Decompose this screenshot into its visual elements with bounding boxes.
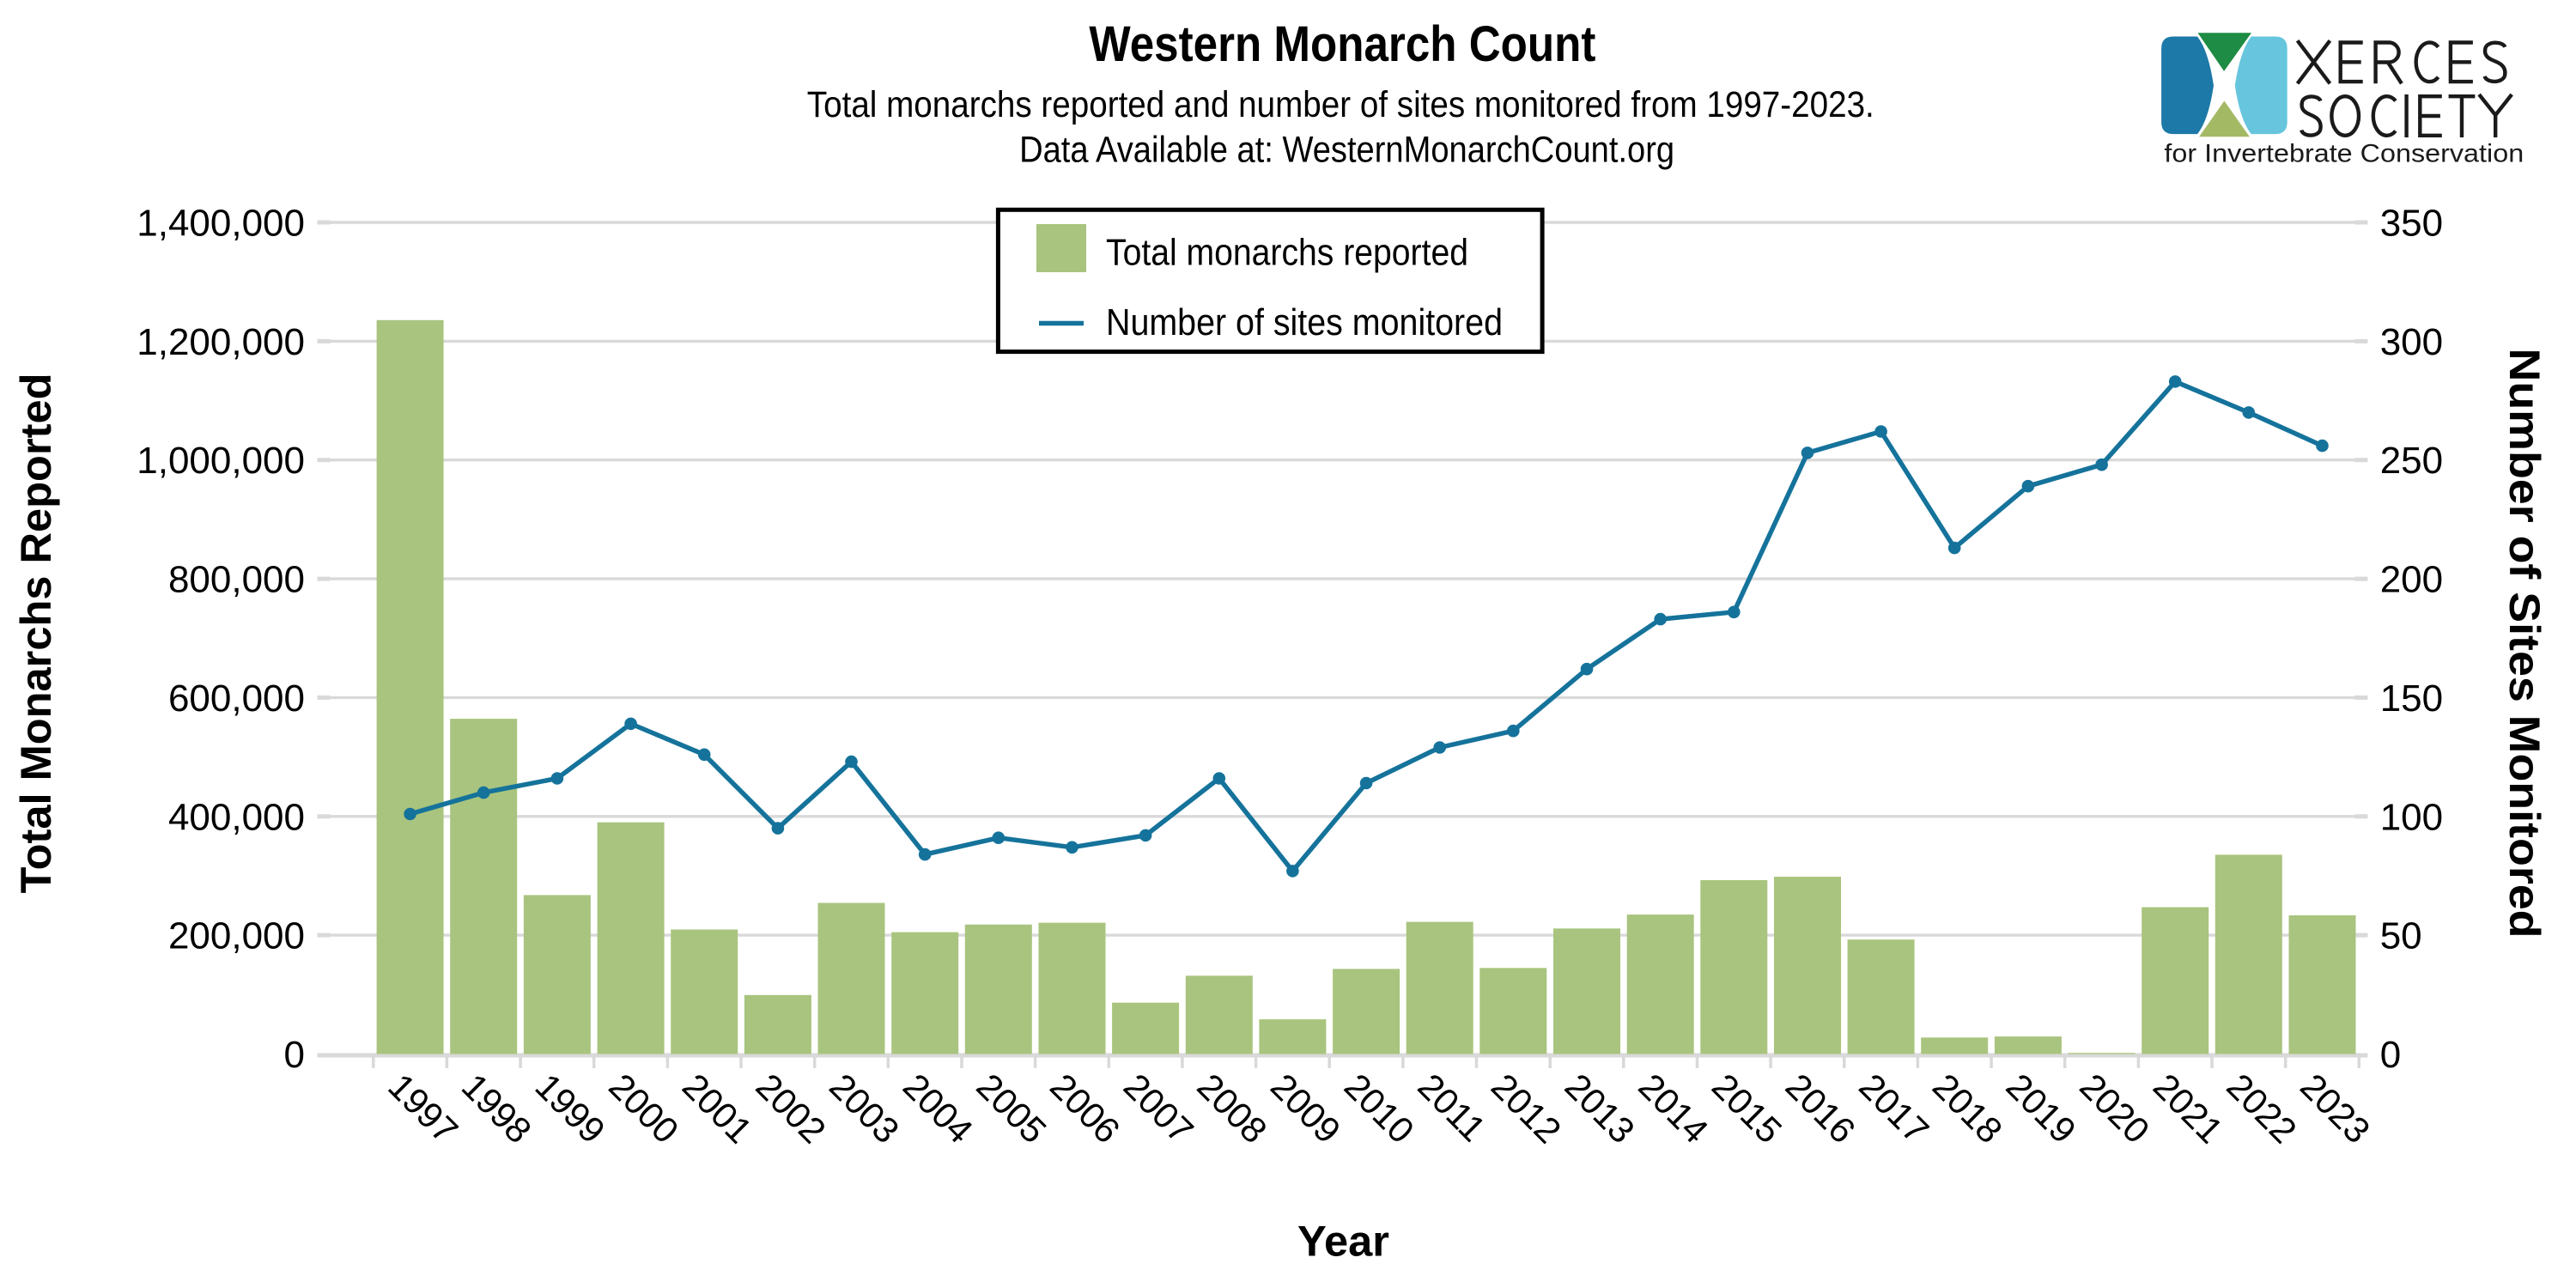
svg-text:300: 300 xyxy=(2380,321,2443,363)
svg-text:Total monarchs reported: Total monarchs reported xyxy=(1106,231,1468,273)
svg-text:250: 250 xyxy=(2380,440,2443,482)
svg-text:200,000: 200,000 xyxy=(168,915,305,957)
svg-text:0: 0 xyxy=(2380,1034,2401,1076)
svg-text:400,000: 400,000 xyxy=(168,796,305,838)
svg-text:Number of sites monitored: Number of sites monitored xyxy=(1106,301,1503,343)
svg-text:for Invertebrate Conservation: for Invertebrate Conservation xyxy=(2164,139,2524,167)
svg-text:1,200,000: 1,200,000 xyxy=(137,321,305,363)
svg-text:Total monarchs reported and nu: Total monarchs reported and number of si… xyxy=(807,84,1874,125)
svg-text:Western Monarch Count: Western Monarch Count xyxy=(1089,16,1595,72)
svg-text:350: 350 xyxy=(2380,203,2443,245)
svg-text:Number of Sites Monitored: Number of Sites Monitored xyxy=(2500,349,2549,939)
svg-text:150: 150 xyxy=(2380,677,2443,720)
svg-text:50: 50 xyxy=(2380,915,2422,957)
svg-text:Total Monarchs Reported: Total Monarchs Reported xyxy=(12,374,60,894)
svg-text:Data Available at: WesternMona: Data Available at: WesternMonarchCount.o… xyxy=(1019,130,1674,171)
svg-text:100: 100 xyxy=(2380,796,2443,838)
svg-text:600,000: 600,000 xyxy=(168,677,305,720)
svg-text:200: 200 xyxy=(2380,559,2443,601)
svg-text:0: 0 xyxy=(284,1034,305,1076)
svg-text:Year: Year xyxy=(1297,1217,1389,1265)
svg-text:800,000: 800,000 xyxy=(168,559,305,601)
svg-text:1,400,000: 1,400,000 xyxy=(137,203,305,245)
svg-text:1,000,000: 1,000,000 xyxy=(137,440,305,482)
